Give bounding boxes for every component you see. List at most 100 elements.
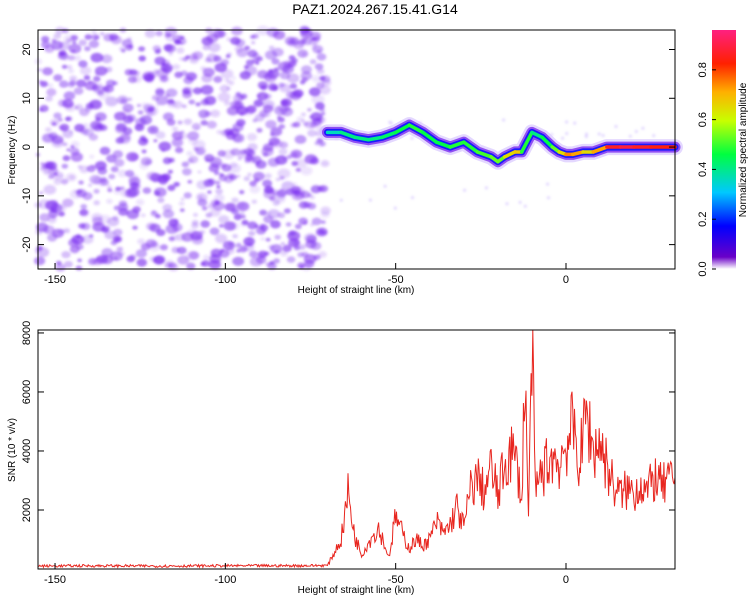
- noise-blob: [270, 220, 281, 229]
- noise-blob: [52, 228, 64, 238]
- noise-blob: [139, 162, 149, 170]
- noise-speck: [339, 198, 343, 202]
- noise-blob: [113, 256, 118, 260]
- noise-blob: [117, 169, 128, 178]
- noise-blob: [138, 46, 146, 52]
- noise-blob: [49, 119, 60, 127]
- noise-blob: [106, 198, 113, 204]
- noise-blob: [246, 105, 257, 113]
- noise-speck: [547, 196, 550, 200]
- noise-blob: [295, 158, 308, 168]
- spectrogram-y-ticks: -20 -10 0 10 20: [21, 43, 675, 253]
- noise-blob: [114, 236, 121, 242]
- noise-blob: [164, 44, 176, 53]
- noise-blob: [137, 110, 144, 115]
- noise-blob: [43, 184, 57, 195]
- noise-blob: [293, 121, 301, 128]
- noise-blob: [195, 102, 201, 107]
- noise-blob: [105, 96, 118, 107]
- noise-blob: [51, 135, 64, 145]
- noise-blob: [247, 221, 258, 230]
- noise-blob: [302, 121, 309, 127]
- noise-blob: [77, 258, 82, 263]
- noise-blob: [151, 210, 156, 214]
- noise-blob: [249, 34, 256, 39]
- noise-blob: [120, 186, 125, 190]
- noise-blob: [71, 141, 80, 148]
- noise-blob: [183, 118, 193, 125]
- noise-blob: [176, 34, 183, 40]
- noise-speck: [585, 132, 588, 136]
- signal-track-segment: [366, 135, 384, 142]
- noise-blob: [182, 86, 194, 95]
- noise-blob: [126, 255, 135, 263]
- noise-blob: [188, 137, 198, 145]
- noise-blob: [259, 209, 267, 216]
- noise-blob: [182, 168, 192, 176]
- noise-blob: [224, 128, 234, 136]
- noise-blob: [283, 60, 295, 69]
- noise-speck: [641, 126, 645, 130]
- noise-blob: [189, 53, 199, 60]
- noise-blob: [316, 116, 326, 124]
- noise-blob: [215, 233, 228, 244]
- noise-blob: [278, 148, 288, 156]
- noise-blob: [236, 201, 247, 209]
- signal-track-segment: [475, 150, 493, 159]
- noise-blob: [127, 187, 140, 197]
- noise-blob: [89, 234, 94, 238]
- noise-blob: [110, 166, 119, 173]
- noise-blob: [155, 131, 166, 139]
- noise-blob: [193, 87, 203, 95]
- signal-track-segment: [462, 140, 480, 154]
- spectrogram-y-tick-label: -10: [21, 188, 33, 204]
- noise-blob: [47, 216, 57, 224]
- noise-blob: [315, 102, 325, 110]
- noise-blob: [213, 75, 223, 83]
- noise-blob: [215, 180, 221, 185]
- noise-blob: [112, 150, 124, 159]
- noise-blob: [279, 141, 289, 149]
- noise-blob: [76, 79, 87, 88]
- noise-blob: [245, 59, 255, 66]
- noise-blob: [316, 82, 325, 89]
- noise-blob: [78, 39, 87, 46]
- noise-blob: [244, 45, 251, 51]
- noise-blob: [65, 116, 73, 122]
- noise-blob: [188, 155, 199, 164]
- noise-blob: [61, 64, 68, 69]
- noise-blob: [236, 119, 246, 127]
- noise-blob: [78, 208, 90, 218]
- noise-blob: [178, 57, 184, 61]
- signal-track-segment: [530, 130, 544, 140]
- colorbar-ticks: 0.0 0.2 0.4 0.6 0.8: [697, 62, 716, 277]
- noise-blob: [88, 183, 93, 187]
- noise-blob: [307, 129, 317, 137]
- noise-blob: [262, 179, 273, 188]
- noise-blob: [135, 199, 145, 206]
- noise-blob: [209, 208, 221, 217]
- signal-track-segment: [540, 135, 555, 149]
- noise-blob: [230, 36, 241, 45]
- noise-blob: [219, 224, 224, 228]
- noise-blob: [309, 121, 318, 128]
- noise-blob: [110, 251, 123, 262]
- noise-blob: [53, 33, 62, 39]
- noise-blob: [101, 54, 113, 64]
- noise-blob: [285, 107, 291, 112]
- noise-blob: [256, 127, 263, 133]
- noise-blob: [146, 222, 157, 231]
- noise-blob: [237, 152, 245, 159]
- noise-blob: [209, 227, 220, 236]
- spectrogram-x-tick-label: -150: [44, 274, 66, 286]
- noise-speck: [484, 186, 488, 190]
- noise-blob: [171, 126, 179, 132]
- noise-blob: [181, 133, 189, 139]
- noise-blob: [76, 243, 84, 250]
- snr-x-tick-label: -150: [44, 574, 66, 586]
- noise-blob: [55, 263, 66, 272]
- noise-blob: [241, 215, 246, 219]
- noise-blob: [88, 40, 100, 49]
- noise-blob: [305, 235, 317, 244]
